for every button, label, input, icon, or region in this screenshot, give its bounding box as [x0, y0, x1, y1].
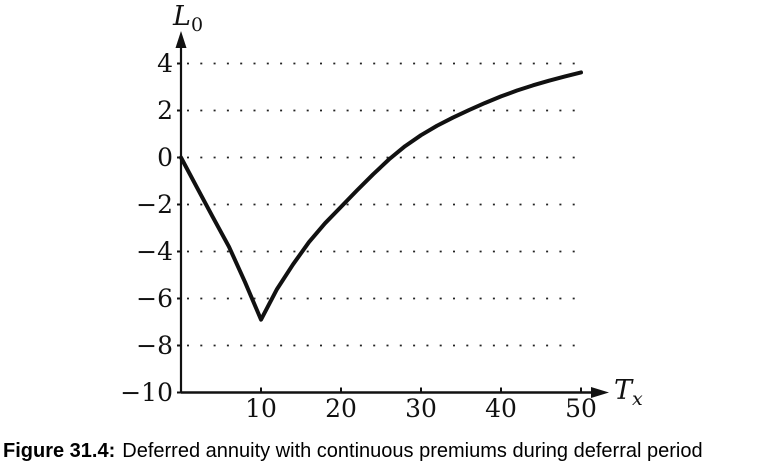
figure-caption-text: Deferred annuity with continuous premium… — [122, 440, 703, 462]
x-tick-label-30: 30 — [405, 394, 437, 423]
y-tick-label-0: 0 — [157, 143, 173, 172]
y-tick-label--4: −4 — [136, 237, 173, 266]
figure-caption: Figure 31.4: Deferred annuity with contin… — [3, 438, 781, 464]
y-tick-label--6: −6 — [136, 284, 173, 313]
y-tick-label--8: −8 — [136, 331, 173, 360]
y-axis-title: L0 — [172, 1, 203, 36]
x-axis-arrow-icon — [591, 387, 609, 398]
x-tick-label-10: 10 — [245, 394, 277, 423]
x-tick-label-40: 40 — [485, 394, 517, 423]
figure-caption-label: Figure 31.4: — [3, 440, 116, 462]
y-tick-label--10: −10 — [120, 378, 173, 407]
y-tick-label-4: 4 — [157, 49, 173, 78]
x-tick-label-50: 50 — [565, 394, 597, 423]
y-tick-label--2: −2 — [136, 190, 173, 219]
x-tick-label-20: 20 — [325, 394, 357, 423]
x-axis-title: Tx — [614, 375, 643, 410]
y-axis-arrow-icon — [175, 31, 187, 48]
y-tick-label-2: 2 — [157, 96, 173, 125]
deferred-annuity-chart: 50 40 30 20 10 −10 −8 −6 −4 −2 0 2 4 L0 Tx — [120, 1, 643, 423]
curve-L0 — [179, 70, 583, 322]
